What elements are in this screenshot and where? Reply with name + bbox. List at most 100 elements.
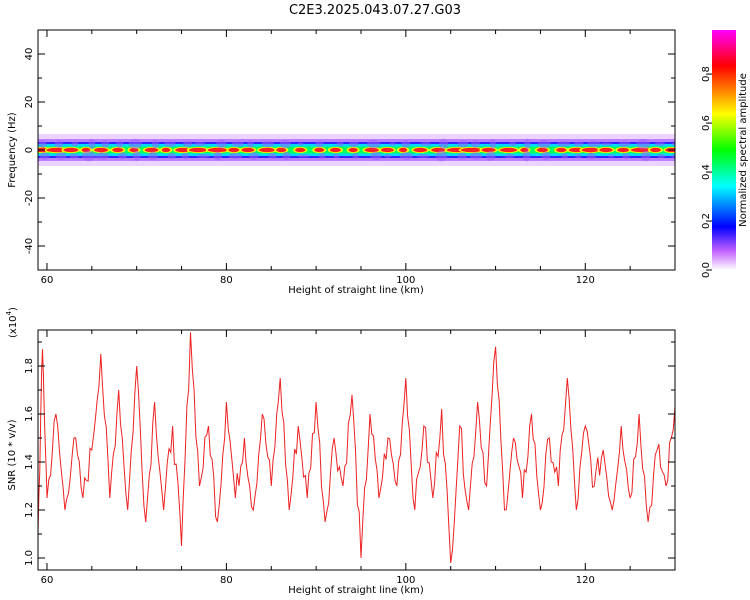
heat-spot xyxy=(499,147,518,153)
heat-fringe xyxy=(504,153,515,159)
x-tick-label: 80 xyxy=(220,575,233,586)
heat-fringe xyxy=(297,154,310,158)
heat-spot xyxy=(46,147,67,153)
heat-fringe xyxy=(167,152,177,160)
heat-fringe xyxy=(586,152,596,160)
colorbar-label: Normalized spectral amplitude xyxy=(738,73,749,227)
colorbar-gradient xyxy=(712,30,736,270)
colorbar-tick-label: 0.6 xyxy=(701,115,712,131)
heat-fringe xyxy=(607,154,615,158)
heat-fringe xyxy=(182,140,193,148)
heat-fringe xyxy=(213,151,223,161)
svg-text:(x104): (x104) xyxy=(5,307,19,338)
heat-spot xyxy=(112,147,124,153)
snr-line xyxy=(38,332,675,563)
colorbar: 0.0 0.2 0.4 0.6 0.8 Normalized spectral ampl… xyxy=(701,30,749,278)
heat-fringe xyxy=(457,152,467,160)
heat-fringe xyxy=(561,153,569,159)
x-tick-label: 100 xyxy=(396,275,415,286)
heat-fringe xyxy=(352,152,359,160)
heat-fringe xyxy=(282,151,291,161)
heat-spot xyxy=(258,147,276,153)
heat-fringe xyxy=(383,154,392,158)
heat-fringe xyxy=(132,150,141,162)
heat-spot xyxy=(228,147,240,153)
heat-fringe xyxy=(671,142,675,146)
heat-fringe xyxy=(485,150,496,162)
heat-fringe xyxy=(489,138,497,150)
y-scale-factor: (x104) xyxy=(5,307,19,338)
heat-fringe xyxy=(370,151,382,161)
heat-fringe xyxy=(420,142,432,146)
y-tick-label: -40 xyxy=(24,238,35,254)
bottom-y-axis: 1.0 1.2 1.4 1.6 1.8 xyxy=(24,341,675,566)
heat-spot xyxy=(241,147,255,153)
heat-fringe xyxy=(573,141,584,147)
heat-fringe xyxy=(151,139,159,149)
top-y-axis-label: Frequency (Hz) xyxy=(7,112,18,188)
heat-fringe xyxy=(657,153,666,159)
y-tick-label: 20 xyxy=(24,96,35,109)
heat-spot xyxy=(599,147,613,153)
heat-spot xyxy=(413,147,428,153)
heat-fringe xyxy=(524,138,531,150)
spectrogram-panel: 60 80 100 120 40 20 0 -20 -40 Height of straigh… xyxy=(7,29,676,296)
heat-spot xyxy=(568,147,584,153)
y-tick-label: 1.2 xyxy=(24,502,35,518)
heat-fringe xyxy=(333,153,340,159)
heat-spot xyxy=(617,147,630,153)
heat-fringe xyxy=(38,140,47,148)
heat-fringe xyxy=(522,150,531,162)
heat-fringe xyxy=(95,152,110,160)
heat-fringe xyxy=(128,138,142,150)
heat-spot xyxy=(94,147,109,153)
heat-spot xyxy=(460,147,483,153)
x-tick-label: 60 xyxy=(41,275,54,286)
colorbar-tick-label: 0.8 xyxy=(701,66,712,82)
heat-fringe xyxy=(575,153,582,159)
heat-fringe xyxy=(148,151,158,161)
heat-fringe xyxy=(193,141,206,147)
heat-fringe xyxy=(508,141,517,147)
heat-spot xyxy=(581,147,600,153)
heat-fringe xyxy=(439,138,449,150)
heat-fringe xyxy=(636,138,651,150)
bottom-x-axis-label: Height of straight line (km) xyxy=(288,585,424,596)
heat-fringe xyxy=(399,152,413,160)
x-tick-label: 80 xyxy=(220,275,233,286)
heat-spot xyxy=(63,147,79,153)
heat-spot xyxy=(161,147,171,153)
heat-fringe xyxy=(261,140,275,148)
heat-spot xyxy=(481,147,496,153)
heat-spot xyxy=(329,147,342,153)
heat-spot xyxy=(175,147,191,153)
colorbar-tick-label: 0.2 xyxy=(701,213,712,229)
heat-spot xyxy=(314,147,325,153)
x-tick-label: 120 xyxy=(576,275,595,286)
heat-fringe xyxy=(618,141,631,147)
heatmap-band xyxy=(38,134,675,166)
heat-fringe xyxy=(557,141,571,147)
heat-fringe xyxy=(279,139,292,149)
heat-spot xyxy=(276,147,287,153)
heat-fringe xyxy=(69,153,80,159)
y-tick-label: 1.0 xyxy=(24,550,35,566)
heat-fringe xyxy=(366,139,381,149)
heat-fringe xyxy=(537,139,551,149)
colorbar-tick-label: 0.0 xyxy=(701,262,712,278)
heat-fringe xyxy=(470,140,481,148)
bottom-x-axis: 60 80 100 120 xyxy=(41,330,676,586)
x-tick-label: 60 xyxy=(41,575,54,586)
heat-fringe xyxy=(54,140,64,148)
heat-spot xyxy=(188,147,208,153)
heat-fringe xyxy=(641,150,651,162)
heat-spot xyxy=(556,147,567,153)
heat-fringe xyxy=(654,141,666,147)
heat-fringe xyxy=(457,140,469,148)
heat-fringe xyxy=(81,150,96,162)
colorbar-ticks: 0.0 0.2 0.4 0.6 0.8 xyxy=(701,66,712,278)
heat-spot xyxy=(650,147,661,153)
heat-spot xyxy=(380,147,394,153)
heat-fringe xyxy=(118,152,127,160)
